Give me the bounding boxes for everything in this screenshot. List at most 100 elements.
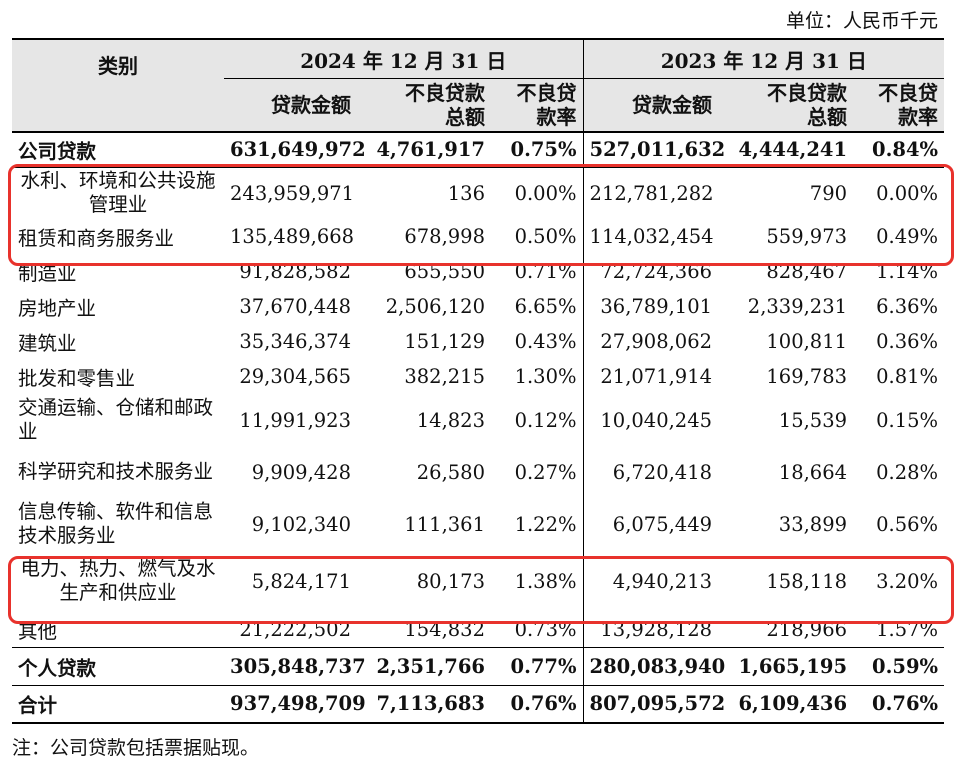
cell-value: 6,075,449 xyxy=(612,512,713,536)
loan-quality-table: 类别 2024 年 12 月 31 日 2023 年 12 月 31 日 贷款金… xyxy=(12,38,945,724)
cell-value: 0.00% xyxy=(491,167,584,219)
table-row-research: 科学研究和技术服务业 9,909,428 26,580 0.27% 6,720,… xyxy=(12,446,944,498)
cell-value: 0.56% xyxy=(876,512,939,536)
cell-value: 3.20% xyxy=(876,569,939,593)
cell-value: 80,173 xyxy=(416,569,485,593)
header-loan-amount-2023: 贷款金额 xyxy=(583,78,719,132)
cell-value: 218,966 xyxy=(718,612,854,648)
cell-value: 29,304,565 xyxy=(239,365,351,388)
row-label: 水利、环境和公共设施管理业 xyxy=(20,169,216,217)
header-group-2024: 2024 年 12 月 31 日 xyxy=(224,39,584,79)
header-npl-total-2024: 不良贷款总额 xyxy=(357,78,491,132)
cell-value: 21,222,502 xyxy=(224,612,357,648)
table-row-real-estate: 房地产业 37,670,448 2,506,120 6.65% 36,789,1… xyxy=(12,289,944,324)
cell-value: 100,811 xyxy=(766,330,848,353)
cell-value: 136 xyxy=(447,181,485,205)
table-row-wholesale-retail: 批发和零售业 29,304,565 382,215 1.30% 21,071,9… xyxy=(12,359,944,394)
cell-value: 7,113,683 xyxy=(357,685,491,724)
cell-value: 655,550 xyxy=(404,260,485,283)
cell-value: 15,539 xyxy=(778,408,848,432)
row-label: 公司贷款 xyxy=(12,132,224,168)
cell-value: 0.15% xyxy=(876,408,939,432)
cell-value: 4,761,917 xyxy=(357,132,491,168)
cell-value: 158,118 xyxy=(766,569,848,593)
cell-value: 527,011,632 xyxy=(583,132,725,168)
cell-value: 243,959,971 xyxy=(230,181,355,205)
header-group-2023: 2023 年 12 月 31 日 xyxy=(583,39,945,79)
cell-value: 14,823 xyxy=(416,408,485,432)
cell-value: 4,940,213 xyxy=(612,569,713,593)
cell-value: 0.50% xyxy=(491,219,584,254)
row-label: 批发和零售业 xyxy=(18,367,136,390)
header-category: 类别 xyxy=(12,39,224,132)
cell-value: 0.81% xyxy=(876,365,939,388)
cell-value: 1.38% xyxy=(491,550,584,612)
table-row-personal: 个人贷款 305,848,737 2,351,766 0.77% 280,083… xyxy=(12,647,945,686)
cell-value: 0.59% xyxy=(853,647,945,686)
cell-value: 0.00% xyxy=(876,181,939,205)
table-header: 类别 2024 年 12 月 31 日 2023 年 12 月 31 日 贷款金… xyxy=(12,39,945,132)
row-label: 个人贷款 xyxy=(12,647,224,686)
table-row-information-tech: 信息传输、软件和信息技术服务业 9,102,340 111,361 1.22% … xyxy=(12,498,944,550)
cell-value: 91,828,582 xyxy=(239,260,351,283)
cell-value: 2,339,231 xyxy=(747,295,848,318)
cell-value: 382,215 xyxy=(404,365,485,388)
cell-value: 280,083,940 xyxy=(583,647,725,686)
cell-value: 169,783 xyxy=(766,365,848,388)
row-label: 房地产业 xyxy=(18,297,97,320)
cell-value: 2,506,120 xyxy=(385,295,485,318)
cell-value: 790 xyxy=(809,181,848,205)
cell-value: 6,720,418 xyxy=(612,460,713,484)
cell-value: 135,489,668 xyxy=(230,225,355,248)
cell-value: 10,040,245 xyxy=(600,408,713,432)
cell-value: 0.49% xyxy=(876,225,939,248)
cell-value: 1.22% xyxy=(491,498,584,550)
table-row-manufacturing: 制造业 91,828,582 655,550 0.71% 72,724,366 … xyxy=(12,254,944,289)
cell-value: 114,032,454 xyxy=(589,225,714,248)
row-label: 制造业 xyxy=(18,262,77,285)
cell-value: 13,928,128 xyxy=(583,612,719,648)
cell-value: 6.36% xyxy=(876,295,939,318)
cell-value: 305,848,737 xyxy=(224,647,366,686)
cell-value: 9,909,428 xyxy=(251,460,351,484)
cell-value: 0.77% xyxy=(491,647,584,686)
cell-value: 2,351,766 xyxy=(357,647,491,686)
cell-value: 0.76% xyxy=(853,685,945,724)
cell-value: 0.43% xyxy=(491,324,584,359)
cell-value: 9,102,340 xyxy=(251,512,351,536)
cell-value: 212,781,282 xyxy=(589,181,714,205)
cell-value: 0.36% xyxy=(876,330,939,353)
cell-value: 27,908,062 xyxy=(600,330,713,353)
table-row-transport: 交通运输、仓储和邮政业 11,991,923 14,823 0.12% 10,0… xyxy=(12,394,944,446)
table-row-leasing: 租赁和商务服务业 135,489,668 678,998 0.50% 114,0… xyxy=(12,219,944,254)
cell-value: 6,109,436 xyxy=(718,685,854,724)
cell-value: 631,649,972 xyxy=(224,132,366,168)
cell-value: 72,724,366 xyxy=(600,260,713,283)
cell-value: 35,346,374 xyxy=(239,330,351,353)
cell-value: 26,580 xyxy=(416,460,485,484)
footnote: 注：公司贷款包括票据贴现。 xyxy=(12,737,260,759)
cell-value: 5,824,171 xyxy=(251,569,351,593)
cell-value: 21,071,914 xyxy=(600,365,713,388)
cell-value: 0.27% xyxy=(491,446,584,498)
cell-value: 18,664 xyxy=(778,460,848,484)
row-label: 电力、热力、燃气及水生产和供应业 xyxy=(20,557,216,604)
cell-value: 0.76% xyxy=(491,685,584,724)
cell-value: 6.65% xyxy=(491,289,584,324)
row-label: 建筑业 xyxy=(18,332,77,355)
cell-value: 0.73% xyxy=(491,612,584,648)
row-label: 合计 xyxy=(12,685,224,724)
table-row-construction: 建筑业 35,346,374 151,129 0.43% 27,908,062 … xyxy=(12,324,944,359)
table-row-total: 合计 937,498,709 7,113,683 0.76% 807,095,5… xyxy=(12,685,945,724)
row-label-text: 信息传输、软件和信息技术服务业 xyxy=(18,500,214,547)
cell-value: 559,973 xyxy=(766,225,848,248)
cell-value: 154,832 xyxy=(357,612,491,648)
cell-value: 111,361 xyxy=(404,512,485,536)
cell-value: 678,998 xyxy=(404,225,485,248)
cell-value: 0.75% xyxy=(491,132,584,168)
cell-value: 33,899 xyxy=(778,512,848,536)
row-label: 科学研究和技术服务业 xyxy=(18,460,214,483)
row-label: 租赁和商务服务业 xyxy=(18,227,175,250)
cell-value: 937,498,709 xyxy=(224,685,366,724)
cell-value: 1.57% xyxy=(853,612,945,648)
